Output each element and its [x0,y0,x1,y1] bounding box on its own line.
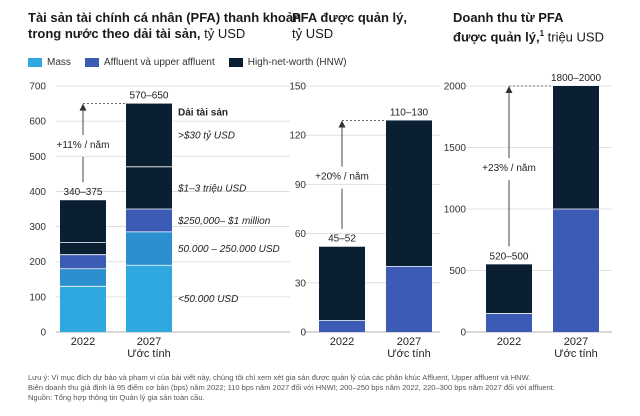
chart2-title: PFA được quản lý, tỷ USD [292,10,407,42]
chart3-title-line2: được quản lý,1 triệu USD [453,26,604,45]
chart2-xlabel-2022: 2022 [330,336,354,348]
chart1-ytick-600: 600 [29,117,46,128]
legend-item-affluent: Affluent và upper affluent [84,57,215,68]
chart3-ytick-1500: 1500 [444,143,467,154]
chart2-growth-label: +20% / năm [315,172,369,183]
legend-swatch-mass [28,58,42,67]
chart3-title: Doanh thu từ PFA được quản lý,1 triệu US… [453,10,604,45]
chart2-total-label-2027: 110–130 [390,107,429,118]
chart1-ytick-700: 700 [29,82,46,93]
legend-label-hnw: High-net-worth (HNW) [247,57,347,68]
chart1-ytick-200: 200 [29,257,46,268]
chart1-growth-arrowhead [79,103,87,111]
chart2-title-line1: PFA được quản lý, [292,10,407,25]
chart3-footnote-marker: 1 [539,29,545,38]
chart3-bar-2027-seg-0 [553,209,599,332]
chart2-ytick-0: 0 [300,328,306,339]
chart2-ytick-60: 60 [295,229,307,240]
chart1-bar-2027-seg-3 [126,166,172,209]
chart3-ytick-1000: 1000 [444,205,467,216]
chart3-title-line2-text: được quản lý, [453,29,540,45]
footnote-2: Biên doanh thu giả định là 95 điểm cơ bả… [28,383,555,392]
chart3-ytick-2000: 2000 [444,82,467,93]
chart2-xlabel-2027: 2027 [397,336,421,348]
chart3-xlabel-2022: 2022 [497,336,521,348]
chart1-ytick-300: 300 [29,222,46,233]
chart3-bar-2027-seg-1 [553,86,599,209]
chart2-ytick-30: 30 [295,278,307,289]
chart1-bar-2022-seg-0 [60,286,106,332]
chart1-bar-2022-seg-1 [60,268,106,287]
footnote-3: Nguồn: Tổng hợp thông tin Quản lý gia sả… [28,393,205,402]
chart1-unit: tỷ USD [200,26,246,41]
chart1-xlabel-2027: 2027 [137,336,161,348]
chart3-bar-2022-seg-1 [486,264,532,314]
chart2-total-label-2022: 45–52 [328,234,356,245]
chart1-total-label-2022: 340–375 [64,187,103,198]
legend-label-mass: Mass [47,57,71,68]
chart2-ytick-150: 150 [289,82,306,93]
chart2-bar-2027-seg-1 [386,120,432,267]
chart2-bar-2022-seg-0 [319,320,365,332]
chart3-xsublabel-2027: Ước tính [554,348,598,360]
legend-item-mass: Mass [28,57,71,68]
chart2-ytick-120: 120 [289,131,306,142]
chart1-bar-2022-seg-4 [60,200,106,243]
chart1-bar-2027-seg-0 [126,265,172,332]
chart1-ytick-400: 400 [29,187,46,198]
chart1-bar-2027-seg-1 [126,231,172,266]
legend-label-affluent: Affluent và upper affluent [103,57,215,68]
chart1-growth-label: +11% / năm [57,140,110,151]
chart2-bar-2027-seg-0 [386,266,432,332]
footnotes: Lưu ý: Vì mục đích dự báo và phạm vi của… [28,373,628,403]
chart3-growth-label: +23% / năm [482,163,536,174]
chart3-bar-2022-seg-0 [486,313,532,332]
chart1-bar-2022-seg-2 [60,254,106,269]
segment-label-0: <50.000 USD [178,294,238,305]
chart1-xlabel-2022: 2022 [71,336,95,348]
chart1-title-line2-text: trong nước theo dải tài sản, [28,26,201,41]
chart3-total-label-2022: 520–500 [490,251,529,262]
chart1-ytick-100: 100 [29,292,46,303]
chart3-unit: triệu USD [544,29,604,45]
footnote-1: Lưu ý: Vì mục đích dự báo và phạm vi của… [28,373,531,382]
chart1-xsublabel-2027: Ước tính [127,348,171,360]
chart3-ytick-0: 0 [460,328,466,339]
chart3-ytick-500: 500 [449,266,466,277]
legend-item-hnw: High-net-worth (HNW) [228,57,347,68]
chart1-title: Tài sản tài chính cá nhân (PFA) thanh kh… [28,10,301,42]
chart1-total-label-2027: 570–650 [130,91,169,102]
chart1-bar-2027-seg-2 [126,209,172,232]
legend-swatch-hnw [228,58,243,67]
legend-swatch-affluent [84,58,99,67]
segment-label-2: $250,000– $1 million [177,216,271,227]
charts-canvas: 0100200300400500600700340–3752022570–650… [29,73,612,360]
chart3-title-line1: Doanh thu từ PFA [453,10,564,25]
chart3-total-label-2027: 1800–2000 [551,73,601,84]
chart1-title-line2: trong nước theo dải tài sản, tỷ USD [28,26,301,42]
chart2-bar-2022-seg-1 [319,246,365,321]
chart1-ytick-0: 0 [40,328,46,339]
segment-label-4: >$30 tỷ USD [178,130,235,142]
segment-label-1: 50.000 – 250.000 USD [178,244,280,255]
segment-label-3: $1–3 triệu USD [177,183,246,194]
segment-header: Dải tài sản [178,108,228,119]
chart3-growth-arrowhead [505,86,513,93]
chart1-bar-2022-seg-3 [60,242,106,255]
chart2-xsublabel-2027: Ước tính [387,348,431,360]
chart2-growth-arrowhead [338,120,346,128]
chart2-unit: tỷ USD [292,26,334,41]
chart2-ytick-90: 90 [295,180,307,191]
chart1-title-line1: Tài sản tài chính cá nhân (PFA) thanh kh… [28,10,302,25]
chart1-ytick-500: 500 [29,152,46,163]
legend: Mass Affluent và upper affluent High-net… [28,57,361,68]
chart1-bar-2027-seg-4 [126,103,172,167]
chart3-xlabel-2027: 2027 [564,336,588,348]
